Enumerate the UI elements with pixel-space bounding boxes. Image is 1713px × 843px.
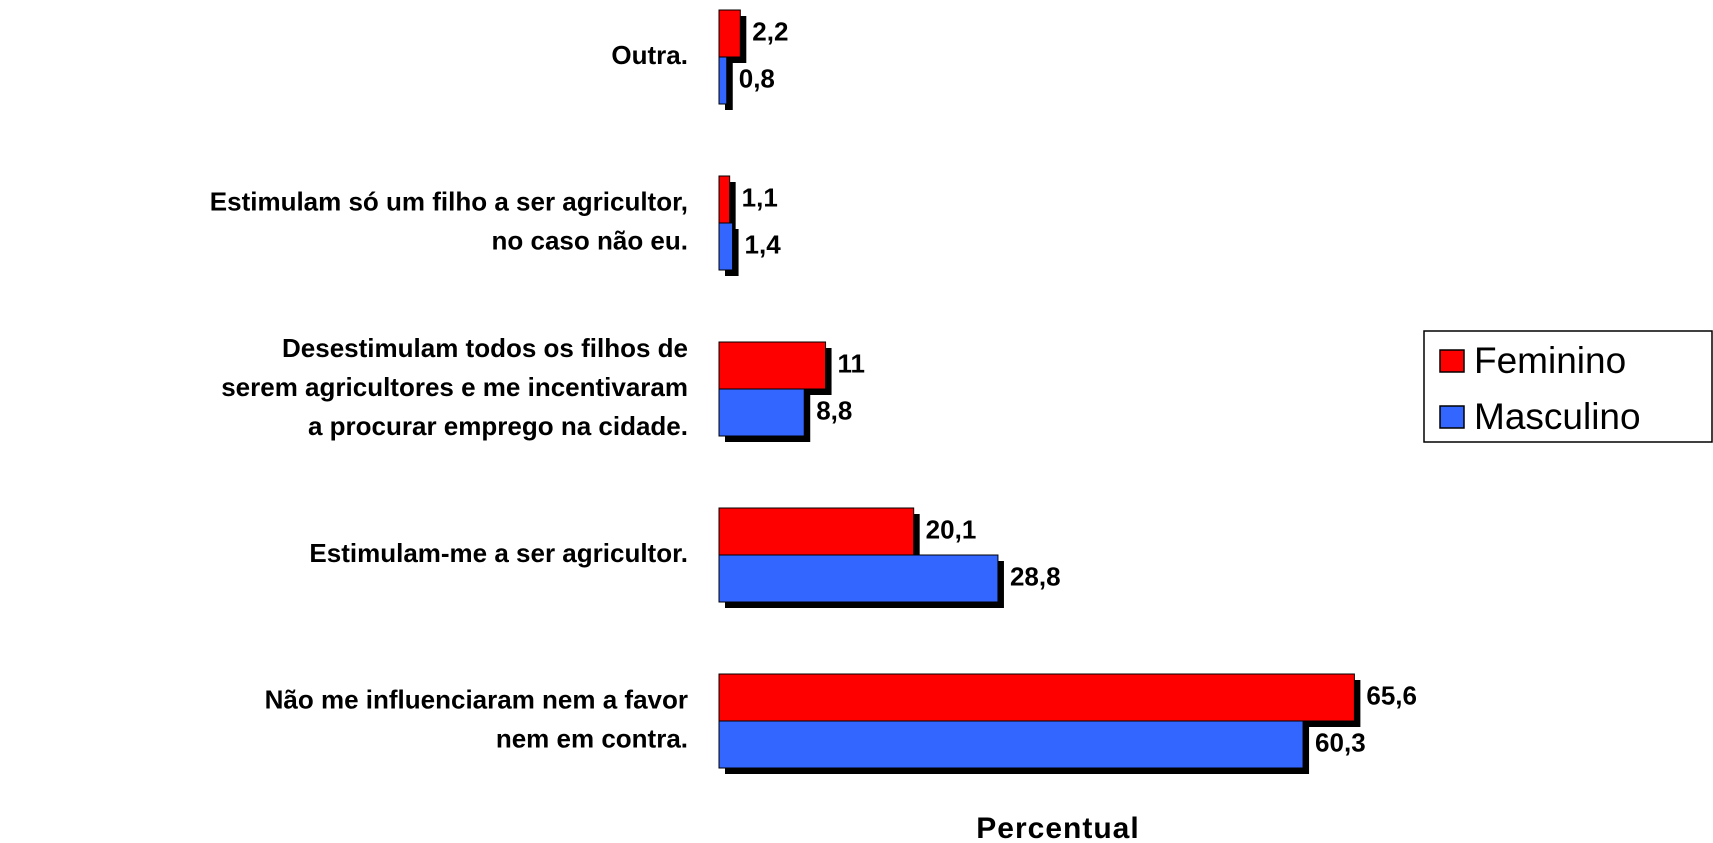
value-label: 1,4 xyxy=(745,229,782,259)
value-label: 65,6 xyxy=(1366,680,1417,710)
legend-swatch xyxy=(1439,405,1465,429)
value-label: 0,8 xyxy=(739,63,775,93)
value-label: 1,1 xyxy=(742,182,778,212)
bar xyxy=(718,507,915,556)
legend-swatch xyxy=(1439,349,1465,373)
legend-label: Feminino xyxy=(1474,340,1626,381)
bar xyxy=(718,673,1355,722)
bar xyxy=(718,720,1304,769)
category-label: Estimulam só um filho a ser agricultor, n… xyxy=(210,186,688,255)
legend-box xyxy=(1423,330,1713,443)
legend-label: Masculino xyxy=(1474,396,1641,437)
value-label: 60,3 xyxy=(1315,727,1366,757)
category-label: Não me influenciaram nem a favor nem em c… xyxy=(265,684,688,753)
value-label: 2,2 xyxy=(752,16,788,46)
bar xyxy=(718,56,728,105)
category-label: Desestimulam todos os filhos de serem agr… xyxy=(221,333,688,441)
category-label: Estimulam-me a ser agricultor. xyxy=(309,538,688,568)
bar-shadow xyxy=(725,182,736,229)
bar xyxy=(718,341,827,390)
x-axis-label: Percentual xyxy=(976,812,1139,843)
bar-shadow xyxy=(725,63,733,110)
bar xyxy=(718,222,734,271)
bar xyxy=(718,9,741,58)
value-label: 28,8 xyxy=(1010,561,1061,591)
value-label: 8,8 xyxy=(816,395,852,425)
bar xyxy=(718,175,731,224)
value-label: 11 xyxy=(838,348,866,378)
category-label: Outra. xyxy=(611,40,688,70)
bar xyxy=(718,388,805,437)
value-label: 20,1 xyxy=(926,514,977,544)
bar xyxy=(718,554,999,603)
